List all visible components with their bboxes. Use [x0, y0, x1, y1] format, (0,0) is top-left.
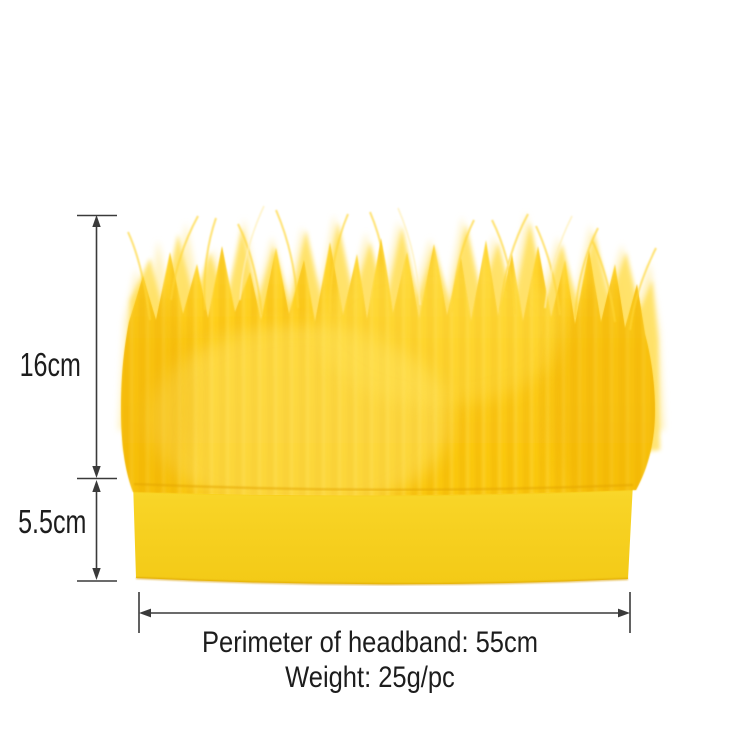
fur-height-arrow-up	[92, 215, 101, 227]
fur-shade-right	[550, 275, 655, 496]
perimeter-dimension	[138, 592, 631, 633]
seam-shadow	[133, 482, 634, 492]
band-height-dimension	[77, 477, 117, 582]
fur-height-arrow-down	[92, 466, 101, 478]
dimension-annotations	[77, 214, 631, 633]
fur-height-label: 16cm	[19, 346, 81, 383]
band-height-arrow-up	[92, 480, 101, 492]
fur-strands-pale	[239, 205, 573, 309]
fur-height-dimension	[77, 214, 117, 478]
perimeter-arrow-right	[618, 608, 630, 618]
perimeter-arrow-left	[139, 608, 151, 618]
fur-texture	[121, 238, 655, 496]
headband-product	[118, 205, 665, 586]
perimeter-label: Perimeter of headband: 55cm	[202, 626, 538, 659]
band-height-arrow-down	[92, 568, 101, 580]
fur-shade-left	[121, 285, 193, 496]
band-bottom-shadow	[135, 576, 629, 586]
band-height-label: 5.5cm	[18, 503, 87, 540]
weight-label: Weight: 25g/pc	[285, 661, 455, 694]
headband-band	[133, 481, 633, 585]
fur-strands	[127, 209, 657, 331]
